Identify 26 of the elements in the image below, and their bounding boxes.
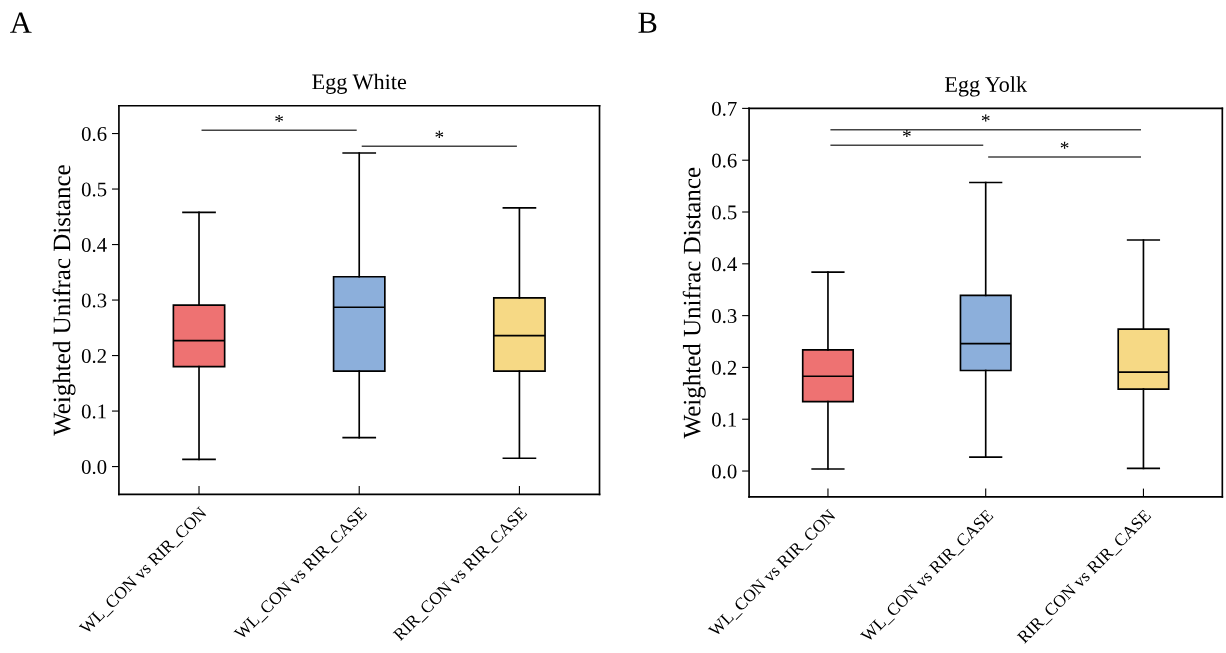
y-tick-label: 0.5 [81, 182, 107, 197]
y-tick-label: 0.2 [712, 360, 737, 375]
y-tick-label: 0.7 [712, 101, 737, 116]
y-tick-label: 0.5 [712, 205, 737, 220]
y-tick-label: 0.6 [712, 153, 737, 168]
chart-title: Egg White [312, 73, 407, 94]
text: A [10, 12, 32, 33]
y-tick-label: 0.3 [81, 293, 107, 308]
y-tick-label: 0.6 [81, 126, 107, 142]
y-tick-label: 0.4 [712, 257, 737, 272]
y-tick-label: 0.4 [81, 237, 107, 253]
y-tick-label: 0.2 [81, 348, 106, 364]
annotation: * [902, 129, 911, 138]
annotation: * [1060, 141, 1069, 149]
y-tick-label: 0.0 [81, 459, 107, 475]
annotation: * [435, 130, 444, 138]
y-axis-title: Weighted Unifrac Distance [682, 167, 706, 439]
y-tick-label: 0.1 [81, 404, 106, 419]
text: B [638, 12, 657, 33]
y-tick-label: 0.3 [712, 308, 737, 324]
y-tick-label: 0.1 [712, 412, 737, 427]
annotation: * [981, 114, 990, 122]
y-tick-label: 0.0 [712, 464, 737, 479]
y-axis-title: Weighted Unifrac Distance [52, 165, 76, 436]
chart-title: Egg Yolk [944, 76, 1028, 97]
annotation: * [275, 114, 284, 123]
